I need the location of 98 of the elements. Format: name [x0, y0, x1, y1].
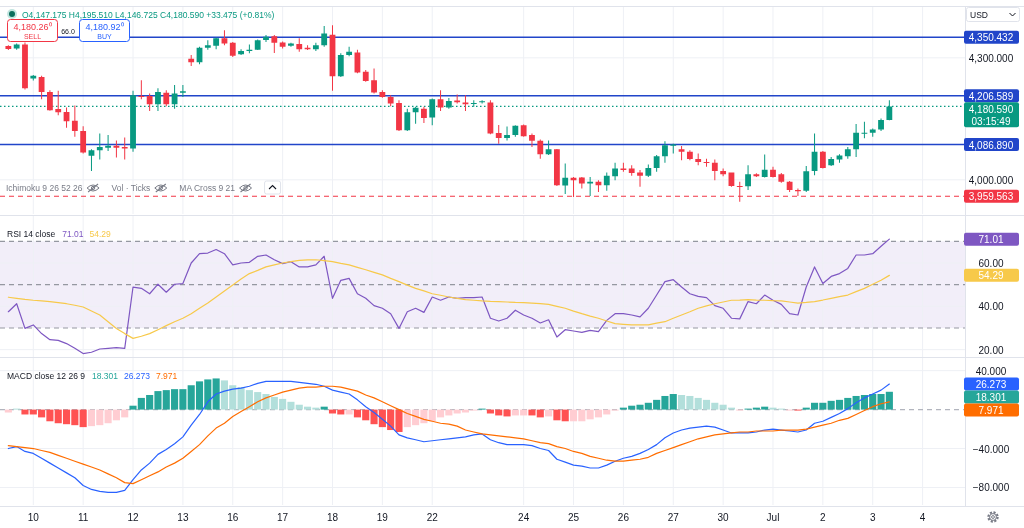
bar — [561, 409, 569, 422]
candlestick — [612, 162, 618, 181]
candlestick — [678, 146, 685, 161]
candlestick — [138, 80, 145, 100]
candlestick — [670, 143, 677, 154]
text: MACD close 12 26 9 — [7, 370, 86, 381]
text: 71.01 — [978, 233, 1004, 245]
candlestick — [55, 90, 62, 116]
y-tick-label: 4,000.000 — [968, 174, 1014, 186]
annotation: 71.01 — [62, 228, 84, 239]
x-tick-label: 19 — [376, 512, 389, 523]
candlestick — [271, 35, 278, 53]
candlestick — [495, 124, 502, 144]
x-tick-label: 30 — [717, 512, 730, 523]
candlestick — [179, 85, 186, 97]
candlestick — [213, 37, 220, 50]
x-tick-label: 16 — [227, 512, 239, 523]
candlestick — [529, 133, 535, 147]
y-tick-label: 4,300.000 — [968, 52, 1014, 64]
candlestick — [371, 68, 377, 94]
candlestick — [836, 154, 843, 163]
candlestick — [30, 74, 37, 81]
y-tick-label: −80.000 — [972, 481, 1010, 493]
x-tick-label: 22 — [426, 512, 439, 523]
candlestick — [379, 90, 386, 98]
bar — [553, 409, 561, 421]
candlestick — [80, 126, 87, 154]
text: 03:15:49 — [971, 115, 1011, 127]
x-tick-label: Jul — [766, 512, 780, 523]
y-tick-label: 60.00 — [978, 257, 1004, 269]
candlestick — [562, 163, 569, 195]
candlestick — [504, 126, 510, 141]
line-series — [7, 259, 890, 339]
candlestick — [869, 128, 876, 137]
bar — [320, 406, 328, 410]
annotation: 4,180.92⁰ — [85, 21, 124, 32]
candlestick — [861, 121, 868, 139]
ref-line-label: 4,350.432 — [968, 31, 1014, 43]
ref-line-label: 4,206.589 — [968, 90, 1014, 102]
bar — [4, 409, 12, 413]
x-tick-label: 25 — [567, 512, 580, 523]
candlestick — [321, 26, 328, 47]
y-tick-label: −40.000 — [972, 443, 1010, 455]
x-tick-label: 27 — [667, 512, 680, 523]
candlestick — [71, 105, 78, 137]
annotation: Vol · Ticks — [111, 183, 151, 193]
line-series — [7, 238, 890, 355]
annotation: 4,180.26⁰ — [13, 21, 52, 32]
candlestick — [254, 39, 261, 51]
x-tick-label: 10 — [27, 512, 40, 523]
candlestick — [96, 133, 103, 160]
x-tick-label: 26 — [617, 512, 630, 523]
annotation: 54.29 — [89, 228, 112, 239]
candlestick — [645, 164, 652, 177]
candlestick — [279, 41, 286, 49]
x-tick-label: 2 — [820, 512, 827, 523]
text: 18.301 — [975, 391, 1007, 403]
annotation: MA Cross 9 21 — [179, 183, 236, 193]
candlestick — [620, 162, 627, 172]
x-tick-label: 11 — [77, 512, 89, 523]
y-tick-label: 40.000 — [975, 365, 1007, 377]
x-tick-label: 17 — [277, 512, 289, 523]
ref-line-label: 4,086.890 — [968, 139, 1014, 150]
text: 7.971 — [978, 404, 1004, 416]
candlestick — [778, 172, 785, 183]
candlestick — [695, 153, 702, 166]
candlestick — [105, 135, 111, 151]
ref-line-label: 4,180.590 — [968, 103, 1014, 115]
x-tick-label: 3 — [869, 512, 876, 523]
bar — [79, 409, 87, 428]
annotation: Ichimoku 9 26 52 26 — [6, 183, 83, 193]
chart-title: O4,147.175 H4,195.510 L4,146.725 C4,180.590 +33.475 (+0.81%) — [22, 9, 275, 20]
annotation: 18.301 — [91, 370, 119, 381]
candlestick — [121, 137, 128, 160]
candlestick — [204, 40, 211, 50]
x-tick-label: 18 — [326, 512, 339, 523]
candlestick — [803, 166, 810, 193]
x-tick-label: 24 — [518, 512, 530, 523]
bar — [212, 378, 220, 410]
candlestick — [753, 173, 760, 177]
x-tick-label: 13 — [177, 512, 189, 523]
candlestick — [113, 140, 120, 158]
text: 26.273 — [975, 378, 1007, 390]
text: RSI 14 close — [7, 228, 56, 239]
candlestick — [653, 155, 660, 172]
y-tick-label: 40.00 — [978, 300, 1004, 312]
annotation: 7.971 — [155, 370, 178, 381]
candlestick — [628, 165, 635, 176]
text: USD — [970, 9, 988, 20]
text: 54.29 — [978, 269, 1004, 281]
ref-line-label: 3,959.563 — [968, 190, 1014, 202]
y-tick-label: 20.00 — [978, 344, 1004, 356]
x-tick-label: 12 — [127, 512, 140, 523]
x-tick-label: 4 — [919, 512, 926, 523]
candlestick — [662, 141, 668, 163]
annotation: 26.273 — [123, 370, 151, 381]
candlestick — [844, 146, 851, 159]
candlestick — [5, 45, 12, 51]
